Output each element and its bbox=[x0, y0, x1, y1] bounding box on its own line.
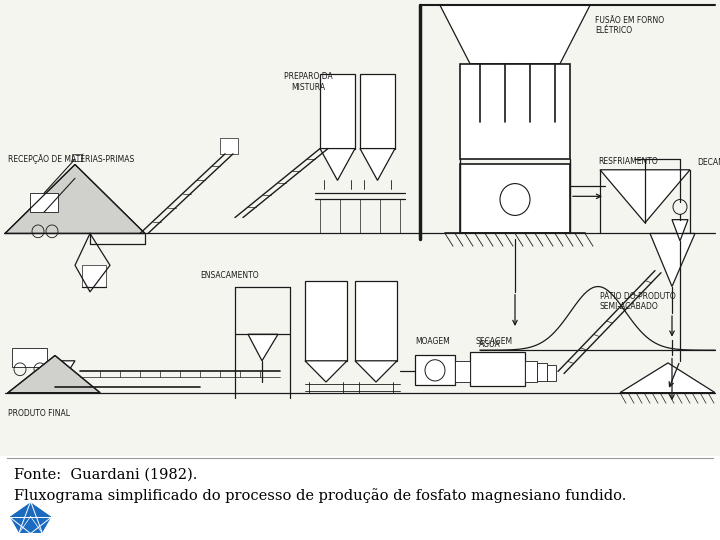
Text: PREPARO DA
MISTURA: PREPARO DA MISTURA bbox=[284, 72, 333, 92]
Text: Fluxograma simplificado do processo de produção de fosfato magnesiano fundido.: Fluxograma simplificado do processo de p… bbox=[14, 488, 626, 503]
Polygon shape bbox=[440, 5, 590, 64]
Polygon shape bbox=[360, 148, 395, 180]
Bar bbox=[220, 138, 238, 154]
Polygon shape bbox=[248, 334, 278, 361]
Polygon shape bbox=[5, 165, 145, 233]
Bar bbox=[455, 361, 470, 382]
Bar bbox=[525, 361, 537, 382]
Bar bbox=[305, 281, 347, 361]
Bar bbox=[360, 75, 395, 148]
Polygon shape bbox=[305, 361, 347, 382]
Text: DECANTAÇÃO: DECANTAÇÃO bbox=[697, 157, 720, 167]
Text: RESFRIAMENTO: RESFRIAMENTO bbox=[598, 157, 658, 166]
Bar bbox=[355, 281, 397, 361]
Polygon shape bbox=[320, 148, 355, 180]
Polygon shape bbox=[355, 361, 397, 382]
Text: FUSÃO EM FORNO
ELÉTRICO: FUSÃO EM FORNO ELÉTRICO bbox=[595, 16, 664, 35]
Text: PRODUTO FINAL: PRODUTO FINAL bbox=[8, 409, 70, 417]
Bar bbox=[537, 363, 547, 381]
Polygon shape bbox=[600, 170, 690, 223]
Text: RECEPÇÃO DE MATÉRIAS-PRIMAS: RECEPÇÃO DE MATÉRIAS-PRIMAS bbox=[8, 154, 134, 164]
Text: Fonte:  Guardani (1982).: Fonte: Guardani (1982). bbox=[14, 468, 197, 482]
Text: ÁGUA: ÁGUA bbox=[479, 340, 501, 349]
Text: ENSACAMENTO: ENSACAMENTO bbox=[200, 271, 258, 280]
Bar bbox=[460, 64, 570, 159]
Bar bbox=[72, 154, 82, 161]
Polygon shape bbox=[672, 220, 688, 241]
Polygon shape bbox=[8, 355, 100, 393]
Bar bbox=[82, 265, 106, 287]
Polygon shape bbox=[55, 361, 75, 377]
Polygon shape bbox=[650, 233, 695, 287]
Bar bbox=[30, 193, 58, 212]
Bar bbox=[547, 365, 556, 381]
Text: PÁTIO DO PRODUTO
SEMI-ACABADO: PÁTIO DO PRODUTO SEMI-ACABADO bbox=[600, 292, 676, 311]
Bar bbox=[320, 75, 355, 148]
Bar bbox=[12, 348, 47, 367]
Bar bbox=[470, 352, 525, 386]
Text: MOAGEM: MOAGEM bbox=[415, 338, 450, 347]
Polygon shape bbox=[9, 501, 53, 534]
Text: SECAGEM: SECAGEM bbox=[476, 338, 513, 347]
Bar bbox=[460, 165, 570, 233]
Bar bbox=[415, 355, 455, 385]
Polygon shape bbox=[620, 363, 715, 393]
